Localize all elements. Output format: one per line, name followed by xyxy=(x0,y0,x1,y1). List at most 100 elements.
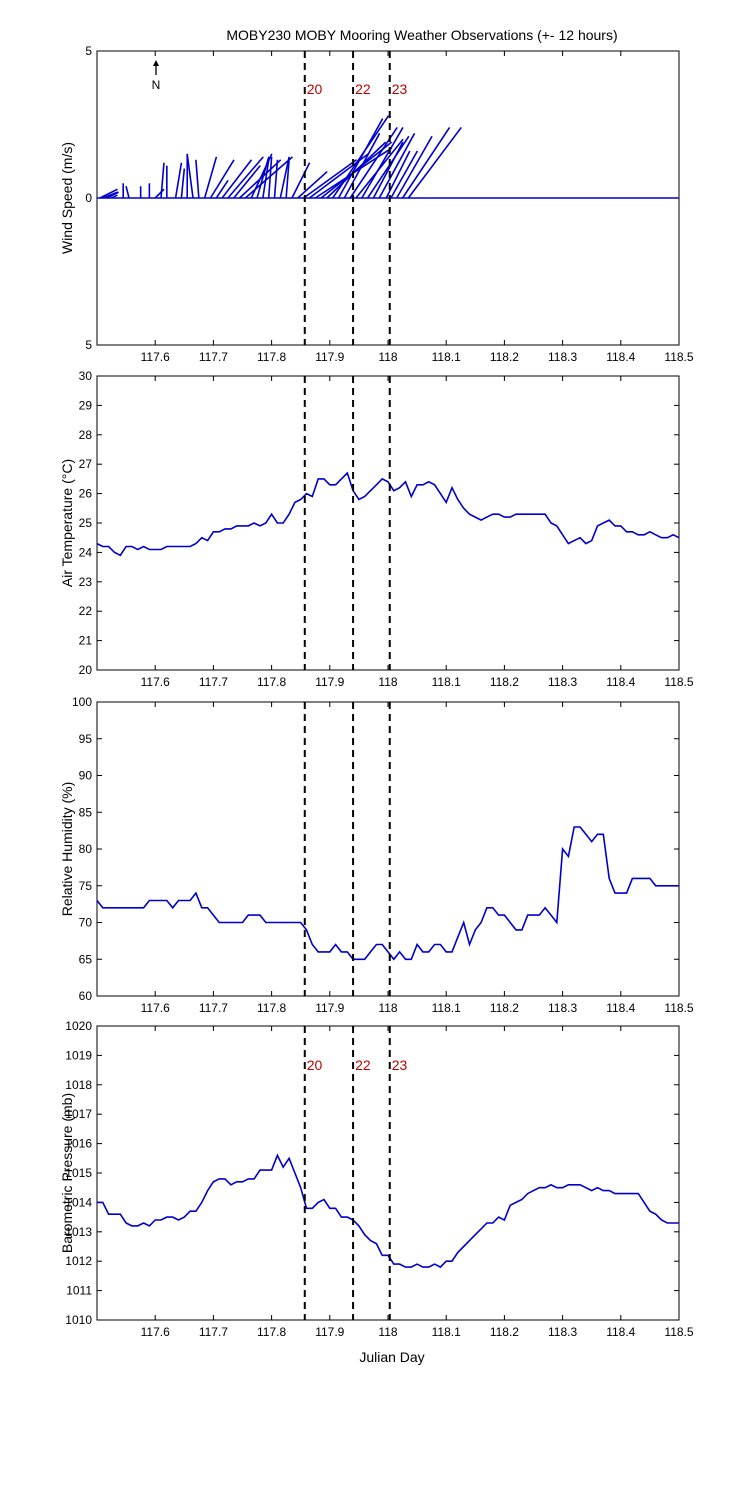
y-tick-label: 1017 xyxy=(65,1107,92,1121)
wind-vector xyxy=(279,156,290,199)
y-axis-label: Barometric Pressure (mb) xyxy=(59,1093,75,1253)
x-tick-label: 117.6 xyxy=(141,1325,170,1339)
x-tick-label: 118.1 xyxy=(432,1325,461,1339)
wind-vector xyxy=(401,126,451,199)
wind-vector xyxy=(297,170,328,199)
x-tick-label: 117.9 xyxy=(315,1001,344,1015)
y-axis-label: Relative Humidity (%) xyxy=(59,782,75,917)
x-tick-label: 118.3 xyxy=(548,350,577,364)
y-tick-label: 21 xyxy=(79,634,93,648)
x-tick-label: 118.2 xyxy=(490,675,519,689)
y-tick-label: 24 xyxy=(79,545,93,559)
y-tick-label: 23 xyxy=(79,575,93,589)
y-axis-label: Wind Speed (m/s) xyxy=(59,142,75,254)
y-axis-label: Air Temperature (°C) xyxy=(59,459,75,587)
x-tick-label: 118.1 xyxy=(432,350,461,364)
wind-vector xyxy=(111,194,118,199)
wind-vector xyxy=(106,191,120,199)
y-tick-label: 1018 xyxy=(65,1078,92,1092)
y-tick-label: 1011 xyxy=(66,1284,92,1298)
y-tick-label: 5 xyxy=(85,44,92,58)
y-tick-label: 1019 xyxy=(65,1048,92,1062)
wind-vector xyxy=(99,188,118,199)
y-tick-label: 0 xyxy=(85,191,92,205)
y-tick-label: 27 xyxy=(79,457,93,471)
wind-vector xyxy=(244,156,293,199)
x-tick-label: 118.1 xyxy=(432,1001,461,1015)
wind-vector xyxy=(215,179,229,199)
wind-vector xyxy=(262,159,270,199)
wind-vector xyxy=(343,132,381,199)
y-tick-label: 100 xyxy=(72,695,92,709)
series-line-air_temperature xyxy=(96,471,680,557)
x-tick-label: 118.5 xyxy=(664,1325,693,1339)
x-tick-label: 118 xyxy=(378,1001,397,1015)
wind-vector xyxy=(180,168,186,199)
wind-vector xyxy=(407,126,462,199)
north-arrow-head xyxy=(153,60,159,66)
x-tick-label: 118 xyxy=(378,350,397,364)
y-tick-label: 90 xyxy=(79,769,93,783)
x-tick-label: 118.3 xyxy=(548,675,577,689)
y-tick-label: 28 xyxy=(79,428,93,442)
y-tick-label: 70 xyxy=(79,916,93,930)
wind-vector xyxy=(227,156,264,199)
x-tick-label: 117.8 xyxy=(257,1325,286,1339)
wind-vector xyxy=(186,153,194,199)
y-tick-label: 95 xyxy=(79,732,93,746)
marker-label: 22 xyxy=(355,81,371,97)
wind-vector xyxy=(195,159,200,199)
x-tick-label: 118.4 xyxy=(606,675,635,689)
wind-vector xyxy=(174,162,183,199)
axes-box xyxy=(96,1025,680,1321)
wind-vector xyxy=(326,141,387,199)
x-tick-label: 118.5 xyxy=(664,350,693,364)
marker-label: 20 xyxy=(307,1057,323,1073)
x-tick-label: 118.2 xyxy=(490,350,519,364)
series-line-barometric_pressure xyxy=(97,1153,679,1269)
y-tick-label: 1020 xyxy=(65,1019,92,1033)
x-tick-label: 118.5 xyxy=(664,675,693,689)
marker-label: 23 xyxy=(392,81,408,97)
x-tick-label: 118.3 xyxy=(548,1325,577,1339)
x-tick-label: 117.6 xyxy=(141,1001,170,1015)
wind-vector xyxy=(203,156,218,199)
y-tick-label: 80 xyxy=(79,842,93,856)
y-tick-label: 22 xyxy=(79,604,93,618)
y-tick-label: 25 xyxy=(79,516,93,530)
wind-vector xyxy=(160,162,165,199)
wind-vector xyxy=(273,159,279,199)
wind-vector xyxy=(221,159,253,199)
wind-vector xyxy=(285,159,290,199)
x-tick-label: 117.7 xyxy=(199,1325,228,1339)
x-tick-label: 117.7 xyxy=(199,350,228,364)
wind-vector xyxy=(233,165,261,199)
x-tick-label: 118.2 xyxy=(490,1001,519,1015)
chart-title: MOBY230 MOBY Mooring Weather Observation… xyxy=(226,27,617,43)
x-tick-label: 118.2 xyxy=(490,1325,519,1339)
x-tick-label: 117.9 xyxy=(315,675,344,689)
wind-vector xyxy=(154,188,165,199)
wind-vector xyxy=(303,159,357,199)
panel-relative_humidity: 117.6 117.7 117.8 117.9 118 118.1 118.2 118.3 11… xyxy=(59,695,694,1015)
x-axis-label: Julian Day xyxy=(359,1349,424,1365)
x-tick-label: 118.5 xyxy=(664,1001,693,1015)
y-tick-label: 1012 xyxy=(65,1254,92,1268)
y-tick-label: 1013 xyxy=(65,1225,92,1239)
x-tick-label: 117.9 xyxy=(315,1325,344,1339)
wind-vector xyxy=(256,156,270,199)
north-label: N xyxy=(152,78,161,92)
x-tick-label: 117.7 xyxy=(199,675,228,689)
wind-vector xyxy=(378,132,416,199)
y-tick-label: 30 xyxy=(79,369,93,383)
y-tick-label: 20 xyxy=(79,663,93,677)
wind-vector xyxy=(291,162,311,199)
x-tick-label: 117.6 xyxy=(141,350,170,364)
wind-vector xyxy=(337,118,384,199)
axes-box xyxy=(96,375,680,671)
y-tick-label: 29 xyxy=(79,398,93,412)
wind-vector xyxy=(396,135,433,199)
wind-vector xyxy=(366,135,410,199)
x-tick-label: 117.8 xyxy=(257,1001,286,1015)
